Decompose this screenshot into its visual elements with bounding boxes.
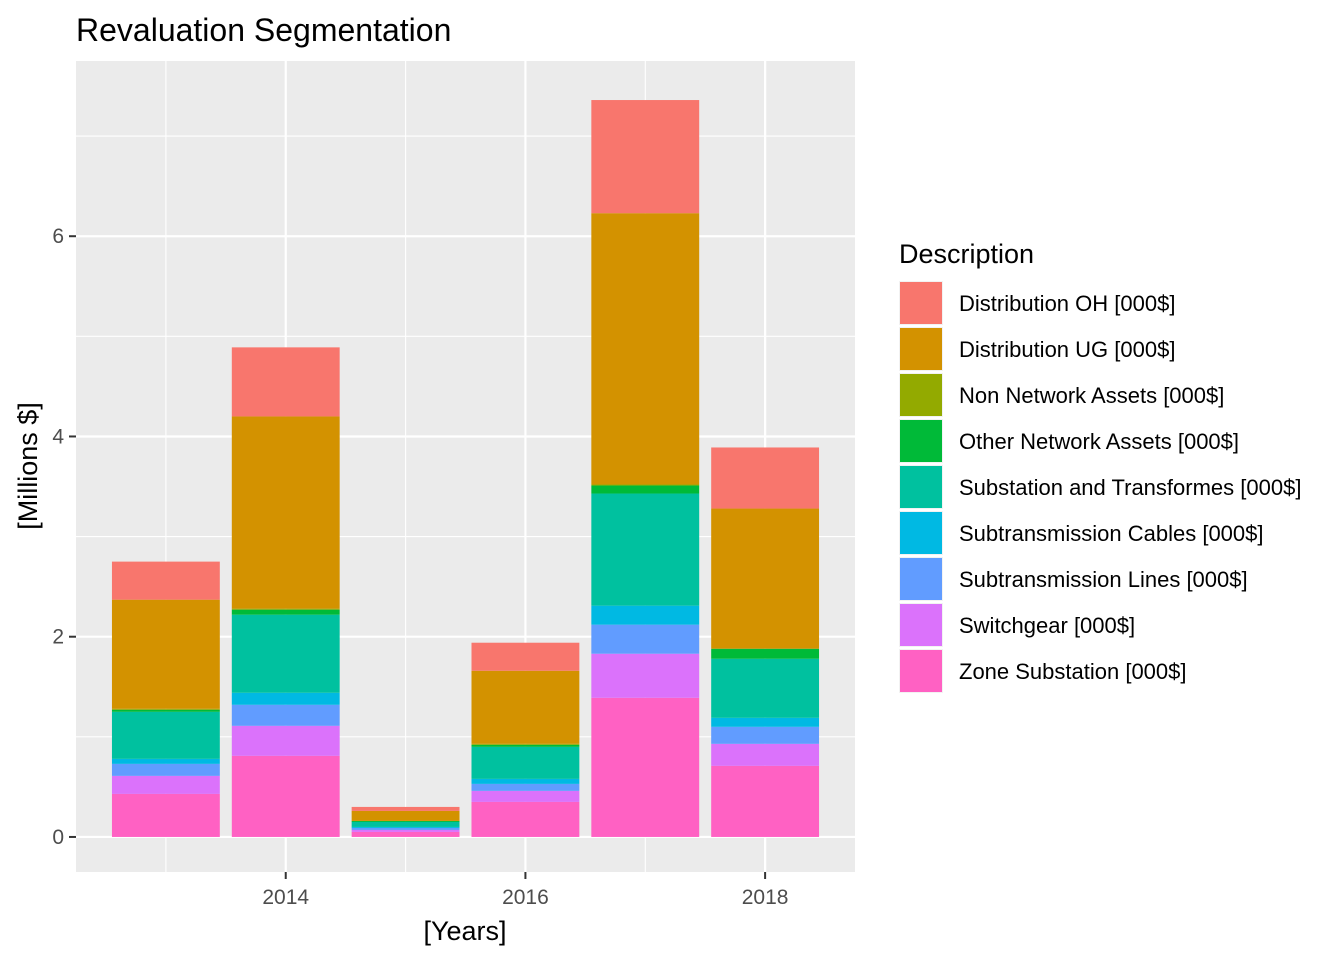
bar-segment bbox=[711, 765, 820, 837]
legend-item: Other Network Assets [000$] bbox=[899, 419, 1239, 463]
legend-swatch bbox=[900, 650, 942, 692]
legend-label: Subtransmission Cables [000$] bbox=[959, 521, 1264, 546]
legend-swatch bbox=[900, 420, 942, 462]
bar-segment bbox=[111, 708, 220, 710]
bar-segment bbox=[111, 561, 220, 600]
bar-segment bbox=[111, 599, 220, 709]
chart-title: Revaluation Segmentation bbox=[76, 12, 451, 48]
legend-item: Switchgear [000$] bbox=[899, 603, 1135, 647]
legend-label: Switchgear [000$] bbox=[959, 613, 1135, 638]
legend-item: Zone Substation [000$] bbox=[899, 649, 1187, 693]
y-tick-label: 4 bbox=[52, 425, 64, 448]
bar-segment bbox=[351, 827, 460, 830]
legend-item: Non Network Assets [000$] bbox=[899, 373, 1224, 417]
bar-segment bbox=[711, 717, 820, 727]
bar-segment bbox=[351, 820, 460, 822]
y-tick-label: 6 bbox=[52, 225, 64, 248]
legend-item: Substation and Transformes [000$] bbox=[899, 465, 1301, 509]
bar-segment bbox=[711, 648, 820, 659]
bar-segment bbox=[591, 624, 700, 654]
bar-segment bbox=[471, 642, 580, 671]
bar-segment bbox=[111, 775, 220, 794]
bar-segment bbox=[351, 821, 460, 827]
bar-segment bbox=[231, 614, 340, 693]
bar-segment bbox=[231, 755, 340, 837]
legend-swatch bbox=[900, 512, 942, 554]
bar-segment bbox=[471, 743, 580, 745]
bar-segment bbox=[351, 829, 460, 832]
bar-segment bbox=[591, 485, 700, 494]
legend-label: Subtransmission Lines [000$] bbox=[959, 567, 1248, 592]
bar-segment bbox=[111, 763, 220, 776]
legend-label: Distribution OH [000$] bbox=[959, 291, 1175, 316]
bar-segment bbox=[711, 743, 820, 766]
bar-segment bbox=[351, 810, 460, 821]
legend-label: Non Network Assets [000$] bbox=[959, 383, 1224, 408]
bar-segment bbox=[111, 709, 220, 712]
legend-title: Description bbox=[899, 239, 1034, 269]
bar-segment bbox=[111, 793, 220, 837]
bar-segment bbox=[471, 778, 580, 784]
bar-segment bbox=[231, 704, 340, 726]
x-axis-title: [Years] bbox=[423, 916, 506, 946]
bar-segment bbox=[111, 711, 220, 759]
bar-segment bbox=[231, 692, 340, 705]
legend-label: Distribution UG [000$] bbox=[959, 337, 1175, 362]
y-tick-label: 2 bbox=[52, 626, 64, 649]
legend-swatch bbox=[900, 604, 942, 646]
bar-segment bbox=[711, 726, 820, 744]
bar-segment bbox=[231, 609, 340, 615]
legend-label: Substation and Transformes [000$] bbox=[959, 475, 1301, 500]
bar-segment bbox=[231, 416, 340, 609]
bar-segment bbox=[591, 605, 700, 625]
bars bbox=[111, 100, 820, 837]
bar-segment bbox=[711, 447, 820, 509]
legend-item: Distribution UG [000$] bbox=[899, 327, 1175, 371]
legend-swatch bbox=[900, 558, 942, 600]
legend: Description Distribution OH [000$]Distri… bbox=[899, 239, 1301, 693]
bar-segment bbox=[711, 508, 820, 649]
legend-label: Other Network Assets [000$] bbox=[959, 429, 1239, 454]
bar-segment bbox=[471, 790, 580, 802]
bar-segment bbox=[591, 100, 700, 214]
bar-segment bbox=[591, 484, 700, 486]
bar-segment bbox=[471, 744, 580, 747]
bar-segment bbox=[471, 801, 580, 837]
bar-segment bbox=[351, 806, 460, 811]
bar-segment bbox=[231, 347, 340, 417]
bar-segment bbox=[351, 831, 460, 837]
bar-segment bbox=[471, 746, 580, 779]
bar-segment bbox=[591, 653, 700, 698]
x-tick-label: 2016 bbox=[502, 886, 549, 909]
y-tick-label: 0 bbox=[52, 826, 64, 849]
legend-label: Zone Substation [000$] bbox=[959, 659, 1187, 684]
x-axis: 2014 2016 2018 bbox=[262, 872, 788, 909]
x-tick-label: 2018 bbox=[742, 886, 789, 909]
legend-item: Subtransmission Cables [000$] bbox=[899, 511, 1264, 555]
legend-swatch bbox=[900, 328, 942, 370]
legend-swatch bbox=[900, 466, 942, 508]
bar-segment bbox=[231, 608, 340, 610]
legend-item: Subtransmission Lines [000$] bbox=[899, 557, 1248, 601]
x-tick-label: 2014 bbox=[262, 886, 309, 909]
bar-segment bbox=[471, 670, 580, 744]
bar-segment bbox=[591, 493, 700, 606]
bar-segment bbox=[591, 697, 700, 837]
bar-segment bbox=[711, 658, 820, 718]
legend-swatch bbox=[900, 374, 942, 416]
legend-items: Distribution OH [000$] Distribution UG [0… bbox=[899, 281, 1301, 693]
legend-swatch bbox=[900, 282, 942, 324]
bar-segment bbox=[471, 783, 580, 791]
legend-item: Distribution OH [000$] bbox=[899, 281, 1175, 325]
bar-segment bbox=[111, 758, 220, 764]
bar-segment bbox=[231, 725, 340, 756]
bar-segment bbox=[351, 826, 460, 828]
y-axis-title: [Millions $] bbox=[13, 402, 43, 530]
bar-segment bbox=[591, 213, 700, 485]
y-axis: 0 2 4 6 bbox=[52, 225, 76, 849]
